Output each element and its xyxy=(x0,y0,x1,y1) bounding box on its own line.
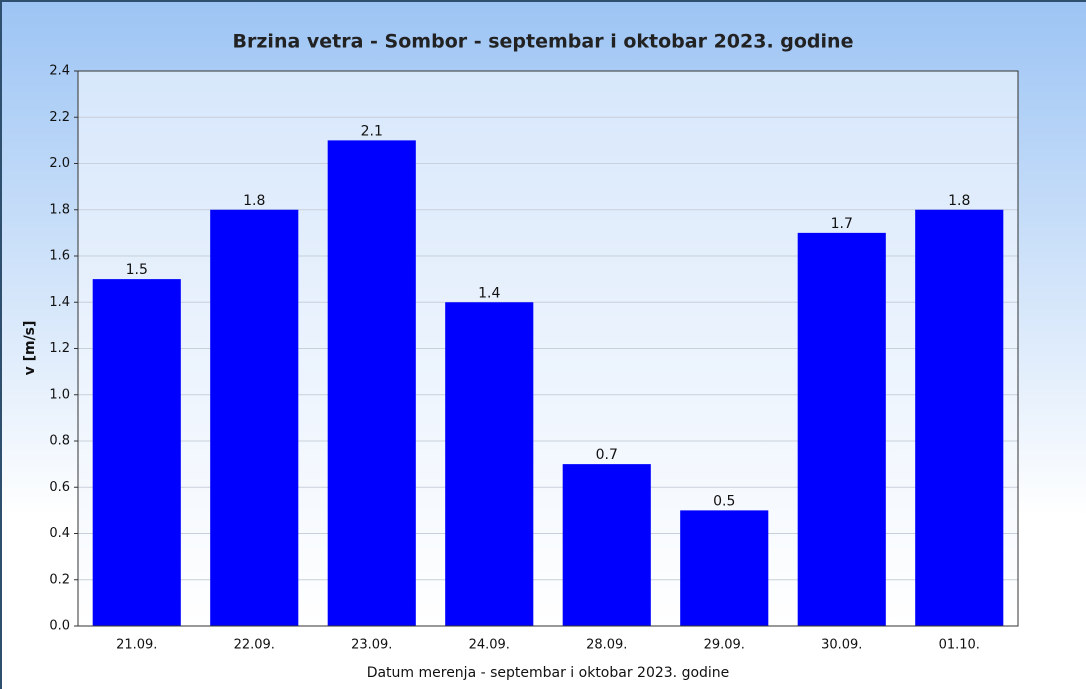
bar xyxy=(92,279,181,626)
bar xyxy=(210,209,299,626)
data-label: 1.7 xyxy=(831,216,853,232)
y-tick-label: 2.2 xyxy=(49,110,70,125)
data-label: 0.7 xyxy=(596,447,618,463)
y-tick-label: 1.8 xyxy=(49,202,70,217)
plot-border xyxy=(77,70,1019,627)
bar xyxy=(915,209,1004,626)
y-tick-label: 0.2 xyxy=(49,572,70,587)
x-tick-label: 23.09. xyxy=(351,638,392,653)
y-axis-label: v [m/s] xyxy=(22,321,38,376)
x-tick-label: 21.09. xyxy=(116,638,157,653)
data-label: 1.5 xyxy=(126,262,148,278)
x-tick-label: 01.10. xyxy=(939,638,980,653)
y-tick-label: 1.0 xyxy=(49,387,70,402)
y-tick-label: 2.4 xyxy=(49,64,70,79)
bar xyxy=(680,510,769,626)
y-tick-label: 0.6 xyxy=(49,480,70,495)
y-tick-label: 0.8 xyxy=(49,434,70,449)
bar xyxy=(797,232,886,626)
y-tick-label: 2.0 xyxy=(49,156,70,171)
y-tick-label: 1.2 xyxy=(49,341,70,356)
bar xyxy=(327,140,416,626)
bar xyxy=(445,302,534,626)
data-label: 1.8 xyxy=(948,193,970,209)
data-label: 2.1 xyxy=(361,123,383,139)
x-tick-label: 22.09. xyxy=(234,638,275,653)
data-label: 0.5 xyxy=(713,493,735,509)
x-axis-label: Datum merenja - septembar i oktobar 2023… xyxy=(367,665,730,681)
y-tick-label: 1.4 xyxy=(49,295,70,310)
data-label: 1.4 xyxy=(478,285,500,301)
y-tick-label: 1.6 xyxy=(49,249,70,264)
y-tick-label: 0.0 xyxy=(49,619,70,634)
y-tick-label: 0.4 xyxy=(49,526,70,541)
x-tick-label: 30.09. xyxy=(821,638,862,653)
x-tick-label: 29.09. xyxy=(704,638,745,653)
x-tick-label: 28.09. xyxy=(586,638,627,653)
bar xyxy=(562,464,651,626)
chart-title: Brzina vetra - Sombor - septembar i okto… xyxy=(233,31,854,53)
x-tick-label: 24.09. xyxy=(469,638,510,653)
data-label: 1.8 xyxy=(243,193,265,209)
